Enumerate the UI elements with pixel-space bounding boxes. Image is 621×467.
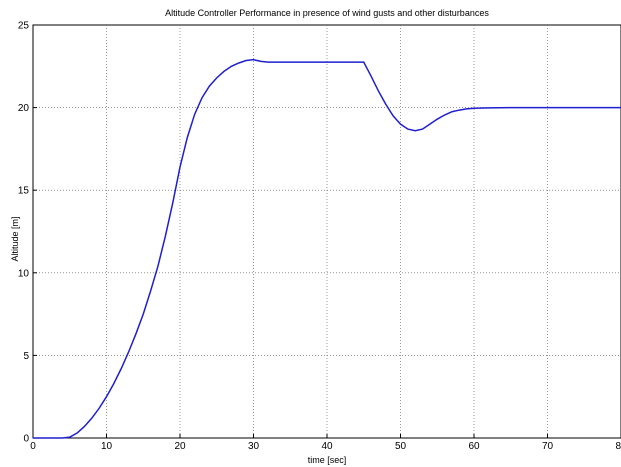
x-tick-label: 10 [101, 441, 113, 452]
x-tick-label: 0 [30, 441, 36, 452]
chart-title: Altitude Controller Performance in prese… [165, 8, 489, 18]
y-tick-label: 25 [18, 21, 30, 32]
x-axis-ticks: 0 10 20 30 40 50 60 70 80 [30, 434, 621, 452]
x-tick-label: 40 [321, 441, 333, 452]
y-tick-label: 15 [18, 186, 30, 197]
y-tick-label: 0 [23, 434, 29, 445]
y-tick-label: 5 [23, 351, 29, 362]
x-axis-label: time [sec] [307, 455, 347, 465]
x-tick-label: 60 [468, 441, 480, 452]
y-tick-label: 20 [18, 103, 30, 114]
x-tick-label: 50 [395, 441, 407, 452]
plot-area [32, 24, 621, 439]
x-tick-label: 70 [542, 441, 554, 452]
x-tick-label: 20 [174, 441, 186, 452]
x-tick-label: 80 [615, 441, 621, 452]
x-tick-label: 30 [248, 441, 260, 452]
y-tick-label: 10 [18, 268, 30, 279]
y-axis-label: Altitude [m] [10, 216, 20, 262]
series-line [33, 58, 621, 439]
